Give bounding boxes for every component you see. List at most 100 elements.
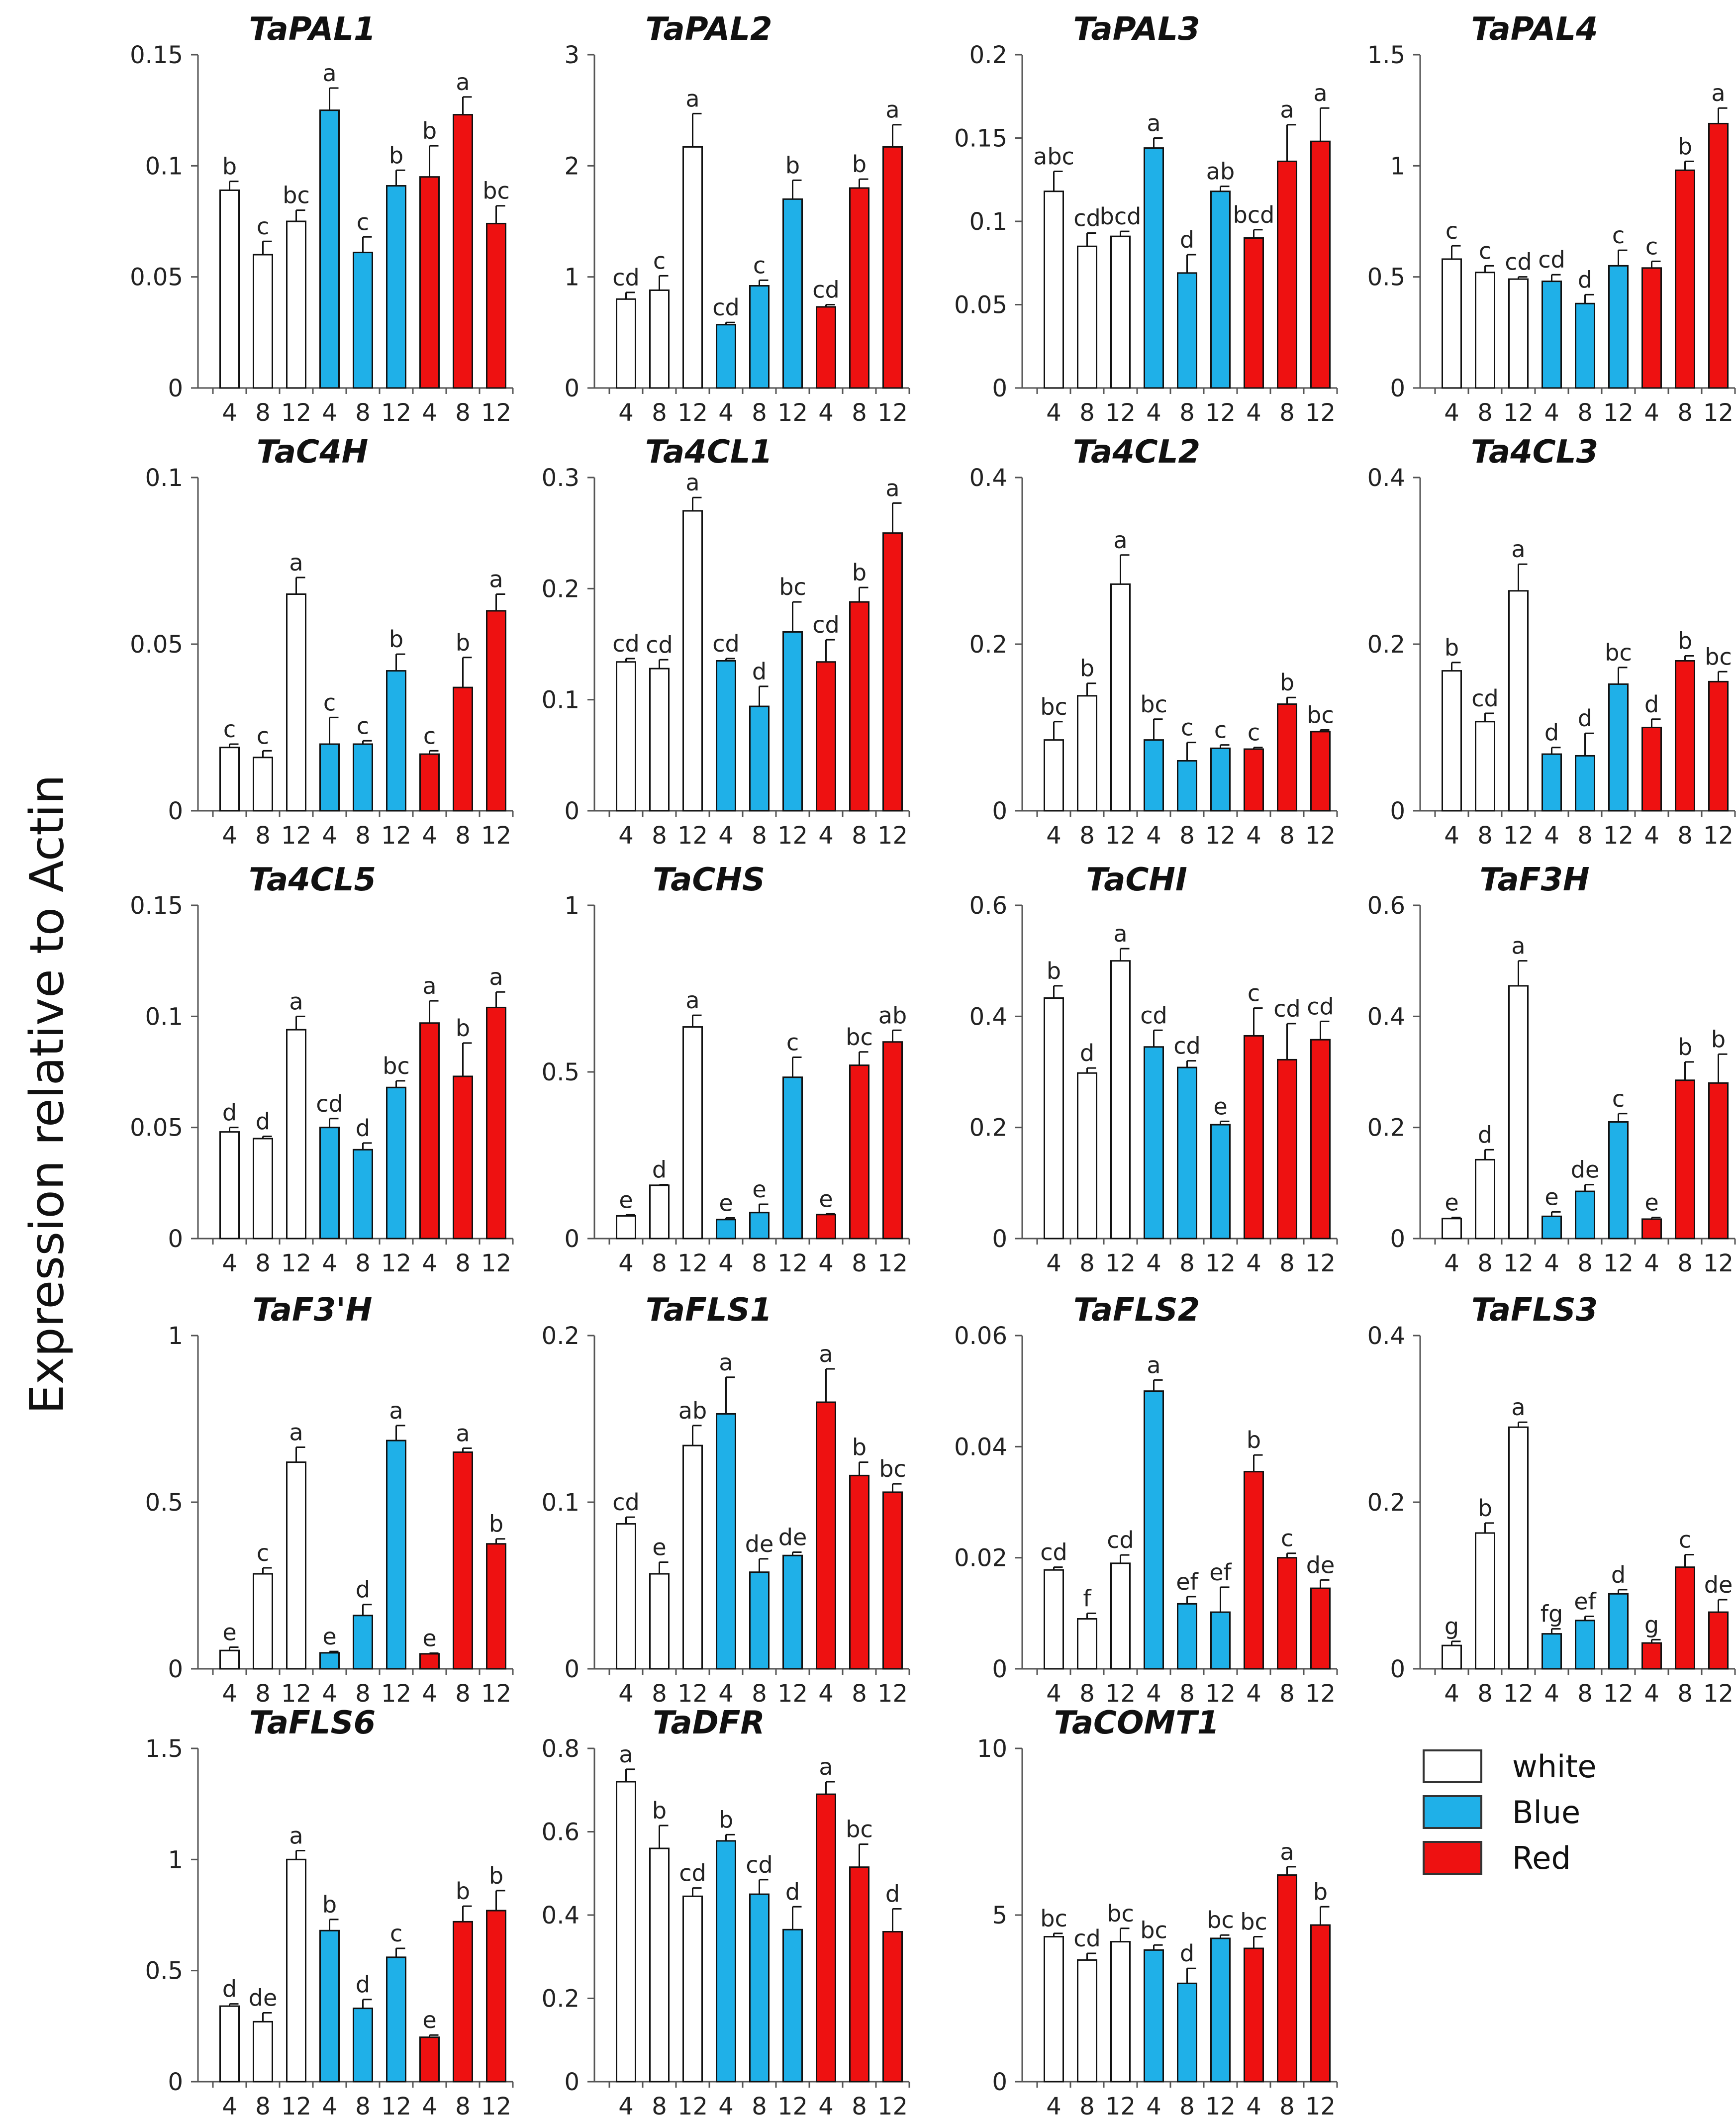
x-tick-label: 4 xyxy=(1246,399,1261,427)
significance-label: a xyxy=(322,60,336,87)
chart-panel-tafls2: TaFLS2 0 0.02 0.04 0.06 cd 4 f 8 cd 12 a 4 ef 8 ef 12 b 4 c… xyxy=(954,1292,1338,1708)
x-tick-label: 8 xyxy=(1179,822,1195,850)
bar xyxy=(486,222,506,389)
x-tick-label: 4 xyxy=(818,1680,834,1708)
chart-panel-ta4cl1: Ta4CL1 0 0.1 0.2 0.3 cd 4 cd 8 a 12 cd 4 d 8 bc 12 cd 4 b 8 a… xyxy=(542,434,910,850)
y-tick-label: 0.15 xyxy=(130,892,183,920)
significance-label: de xyxy=(1704,1571,1733,1598)
significance-label: bc xyxy=(1107,1900,1134,1927)
legend-label-blue: Blue xyxy=(1512,1794,1581,1830)
significance-label: a xyxy=(1711,80,1725,106)
significance-label: d xyxy=(752,658,767,685)
x-tick-label: 4 xyxy=(422,2093,437,2116)
legend-label-white: white xyxy=(1512,1748,1597,1785)
x-tick-label: 4 xyxy=(1544,399,1559,427)
significance-label: c xyxy=(257,213,269,240)
x-tick-label: 8 xyxy=(255,1250,271,1277)
bar xyxy=(1575,1190,1595,1240)
significance-label: b xyxy=(1678,133,1692,160)
y-tick-label: 0 xyxy=(992,375,1007,402)
x-tick-label: 12 xyxy=(381,1680,411,1708)
y-tick-label: 0.1 xyxy=(145,152,183,180)
y-tick-label: 0.05 xyxy=(130,264,183,291)
significance-label: a xyxy=(619,1741,633,1768)
significance-label: cd xyxy=(812,611,840,638)
significance-label: a xyxy=(685,85,699,112)
x-tick-label: 4 xyxy=(1444,1250,1459,1277)
x-tick-label: 8 xyxy=(255,822,271,850)
bar xyxy=(486,1910,506,2083)
significance-label: bc xyxy=(879,1455,906,1482)
significance-label: c xyxy=(323,689,336,716)
x-tick-label: 8 xyxy=(455,1680,471,1708)
significance-label: bc xyxy=(482,178,510,204)
y-tick-label: 0.04 xyxy=(954,1433,1007,1461)
x-tick-label: 12 xyxy=(677,1680,708,1708)
bar xyxy=(1210,1937,1231,2083)
x-tick-label: 12 xyxy=(481,399,511,427)
x-tick-label: 4 xyxy=(718,399,734,427)
significance-label: c xyxy=(357,208,369,235)
y-tick-label: 0.2 xyxy=(969,41,1007,69)
significance-label: b xyxy=(389,626,403,653)
bar xyxy=(319,1127,340,1240)
bar xyxy=(716,1840,736,2083)
x-tick-label: 8 xyxy=(1279,822,1295,850)
y-tick-label: 0.05 xyxy=(130,631,183,659)
significance-label: bc xyxy=(779,574,806,600)
bar xyxy=(682,510,703,812)
bar xyxy=(682,1895,703,2083)
x-tick-label: 4 xyxy=(322,2093,337,2116)
bar xyxy=(1177,760,1197,812)
significance-label: b xyxy=(652,1797,667,1824)
y-tick-label: 1 xyxy=(564,892,579,920)
bar xyxy=(1310,731,1331,812)
x-tick-label: 4 xyxy=(818,399,834,427)
bar xyxy=(749,1893,770,2083)
chart-panel-tac4h: TaC4H 0 0.05 0.1 c 4 c 8 a 12 c 4 c 8 b 12 c 4 b 8 a 12 xyxy=(130,434,514,850)
y-tick-label: 0.2 xyxy=(1367,1489,1405,1517)
bar xyxy=(616,1215,636,1240)
significance-label: b xyxy=(489,1862,503,1889)
chart-title: TaF3'H xyxy=(253,1292,373,1329)
x-tick-label: 8 xyxy=(752,399,767,427)
bar xyxy=(286,220,306,389)
x-tick-label: 8 xyxy=(455,2093,471,2116)
significance-label: cd xyxy=(712,294,740,321)
chart-panel-tadfr: TaDFR 0 0.2 0.4 0.6 0.8 a 4 b 8 cd 12 b 4 cd 8 d 12 a 4 bc 8 d… xyxy=(542,1705,910,2116)
y-tick-label: 0.5 xyxy=(145,1489,183,1517)
x-tick-label: 8 xyxy=(1677,1250,1693,1277)
y-tick-label: 0.1 xyxy=(145,1003,183,1031)
bar xyxy=(453,1451,473,1670)
x-tick-label: 12 xyxy=(777,399,808,427)
y-tick-label: 0.2 xyxy=(1367,1114,1405,1142)
significance-label: cd xyxy=(1505,249,1532,276)
x-tick-label: 4 xyxy=(1046,1250,1061,1277)
bar xyxy=(219,189,240,389)
bar xyxy=(682,1444,703,1670)
x-tick-label: 4 xyxy=(1246,2093,1261,2116)
bar xyxy=(1310,140,1331,389)
x-tick-label: 4 xyxy=(618,1680,634,1708)
x-tick-label: 8 xyxy=(652,399,667,427)
bar xyxy=(782,1554,803,1670)
x-tick-label: 4 xyxy=(222,2093,237,2116)
x-tick-label: 4 xyxy=(718,1250,734,1277)
bar xyxy=(849,1064,869,1240)
x-tick-label: 12 xyxy=(877,822,908,850)
x-tick-label: 8 xyxy=(852,2093,867,2116)
bar xyxy=(1675,660,1695,812)
bar xyxy=(253,1573,273,1670)
x-tick-label: 8 xyxy=(1279,399,1295,427)
significance-label: cd xyxy=(746,1851,773,1878)
significance-label: b xyxy=(1678,627,1692,654)
bar xyxy=(1442,258,1462,389)
bar xyxy=(1277,1874,1297,2083)
bar xyxy=(319,1929,340,2083)
x-tick-label: 4 xyxy=(322,822,337,850)
significance-label: bc xyxy=(383,1053,410,1079)
bar xyxy=(882,1041,903,1240)
bar xyxy=(1675,1566,1695,1670)
y-tick-label: 0.2 xyxy=(542,575,579,603)
x-tick-label: 8 xyxy=(1179,2093,1195,2116)
